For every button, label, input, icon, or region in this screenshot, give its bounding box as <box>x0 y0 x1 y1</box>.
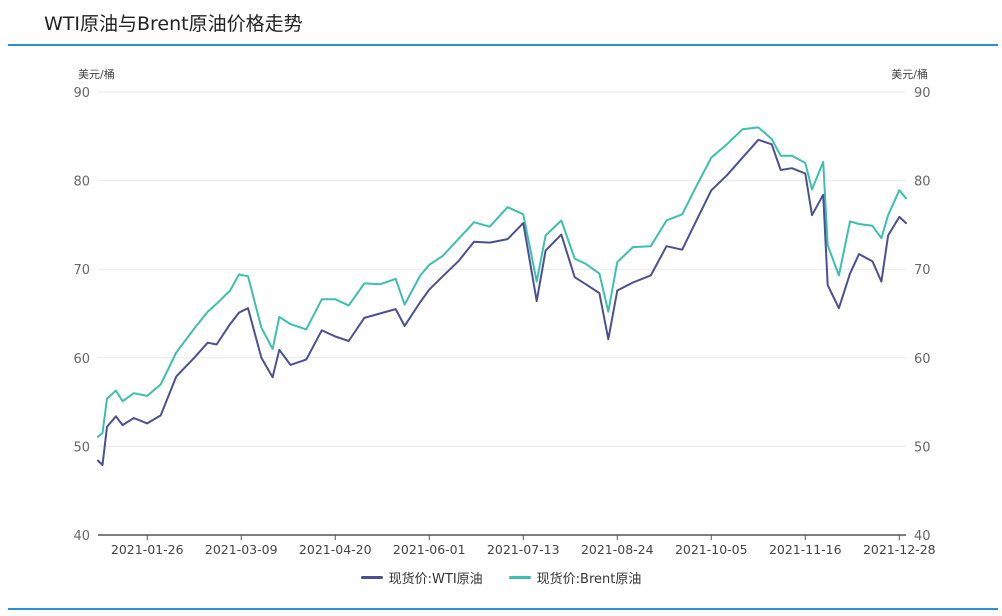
legend-swatch-brent <box>508 576 531 579</box>
y-tick-label-right: 60 <box>914 352 931 367</box>
y-tick-label-left: 70 <box>73 263 90 278</box>
y-axis-unit-right: 美元/桶 <box>891 67 928 81</box>
y-tick-label-right: 90 <box>914 86 931 101</box>
legend-label-wti: 现货价:WTI原油 <box>388 572 483 587</box>
y-tick-label-left: 80 <box>73 175 90 190</box>
x-tick-label: 2021-03-09 <box>205 542 278 557</box>
series-line-wti <box>97 138 907 466</box>
legend-item-wti[interactable]: 现货价:WTI原油 <box>360 568 483 587</box>
legend-item-brent[interactable]: 现货价:Brent原油 <box>508 568 642 587</box>
y-tick-label-left: 60 <box>73 352 90 367</box>
y-tick-label-right: 50 <box>914 440 931 455</box>
chart-legend: 现货价:WTI原油 现货价:Brent原油 <box>0 568 1002 587</box>
y-tick-label-left: 50 <box>73 440 90 455</box>
y-tick-label-left: 90 <box>73 86 90 101</box>
x-tick-label: 2021-04-20 <box>299 542 372 557</box>
bottom-divider <box>8 608 998 610</box>
y-axis-unit-left: 美元/桶 <box>78 67 115 81</box>
chart-title: WTI原油与Brent原油价格走势 <box>44 13 303 35</box>
x-tick-label: 2021-10-05 <box>675 542 748 557</box>
series-line-brent <box>97 126 907 438</box>
x-tick-label: 2021-12-28 <box>863 542 936 557</box>
top-divider <box>8 44 998 46</box>
y-tick-label-right: 70 <box>914 263 931 278</box>
y-tick-label-right: 40 <box>914 529 931 544</box>
x-tick-label: 2021-06-01 <box>393 542 466 557</box>
y-tick-label-left: 40 <box>73 529 90 544</box>
x-tick-label: 2021-01-26 <box>111 542 184 557</box>
legend-label-brent: 现货价:Brent原油 <box>536 572 642 587</box>
x-tick-label: 2021-07-13 <box>487 542 560 557</box>
legend-swatch-wti <box>360 576 383 579</box>
x-tick-label: 2021-08-24 <box>581 542 654 557</box>
y-tick-label-right: 80 <box>914 175 931 190</box>
x-tick-label: 2021-11-16 <box>769 542 842 557</box>
